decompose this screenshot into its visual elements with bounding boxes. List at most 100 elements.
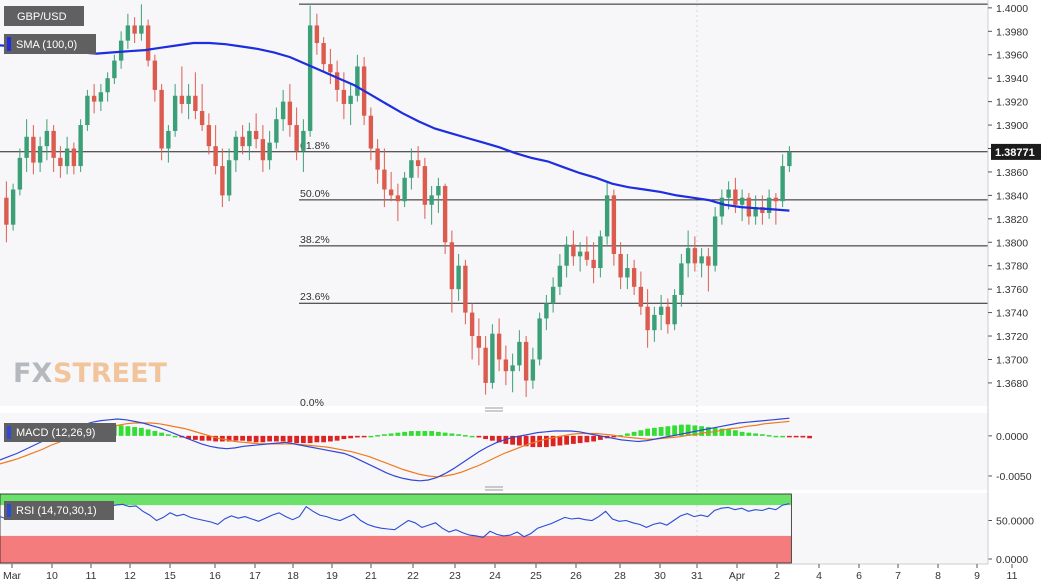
macd-bar — [226, 435, 232, 442]
candle — [550, 277, 556, 313]
macd-bar — [273, 435, 279, 442]
candle — [294, 107, 299, 161]
candles — [4, 4, 792, 397]
candle-body — [301, 130, 306, 151]
pane-splitter-1[interactable] — [485, 407, 503, 412]
candle — [598, 230, 603, 278]
candle — [672, 289, 677, 331]
candle — [611, 189, 617, 266]
candle — [10, 183, 16, 231]
x-tick-label: 8 — [935, 570, 941, 582]
rsi-tick-label: 0.0000 — [996, 554, 1028, 566]
current-price-tag: 1.38771 — [991, 143, 1041, 160]
candle-body — [436, 186, 441, 196]
candle-body — [429, 195, 434, 205]
candle-body — [172, 95, 178, 131]
macd-indicator: 0.0000 -0.0050 — [0, 417, 1032, 483]
candle — [422, 157, 428, 219]
macd-bar — [449, 433, 455, 436]
macd-bar — [773, 435, 779, 438]
candle — [125, 13, 131, 49]
candle — [544, 295, 549, 331]
candle-body — [382, 169, 387, 190]
candle-body — [692, 248, 698, 264]
macd-bar — [422, 431, 428, 436]
candle — [199, 84, 205, 131]
macd-bar — [577, 435, 583, 444]
pane-splitter-2[interactable] — [485, 486, 503, 491]
macd-tick-label: 0.0000 — [996, 431, 1028, 443]
rsi-oversold-zone — [0, 535, 792, 563]
candle — [625, 253, 630, 290]
macd-bar — [780, 435, 786, 438]
candle-body — [537, 318, 542, 360]
macd-bar — [172, 435, 178, 438]
symbol-label: GBP/USD — [17, 11, 67, 23]
candle — [679, 253, 684, 307]
candle — [658, 295, 664, 331]
x-tick-label: 2 — [774, 570, 780, 582]
candle — [348, 84, 353, 126]
price-tick-label: 1.3940 — [996, 73, 1028, 85]
rsi-tag[interactable]: RSI (14,70,30,1) — [4, 501, 114, 520]
price-tick-label: 1.3720 — [996, 331, 1028, 343]
fib-label-2: 38.2% — [300, 234, 330, 246]
candle-body — [233, 136, 239, 161]
candle — [321, 37, 326, 73]
candle — [280, 89, 286, 131]
macd-bar — [759, 434, 765, 436]
candle-body — [658, 306, 664, 315]
candle-body — [64, 148, 70, 167]
candle — [415, 146, 421, 178]
candle-body — [517, 341, 522, 366]
candle — [395, 183, 401, 222]
candle — [64, 136, 70, 175]
candle-body — [314, 25, 320, 44]
candle-body — [105, 78, 110, 93]
fib-label-0: 61.8% — [300, 140, 330, 152]
candle — [31, 125, 36, 175]
candle — [456, 253, 461, 301]
macd-bar — [678, 424, 684, 436]
macd-bar — [543, 435, 549, 448]
candle — [490, 324, 495, 389]
candle — [260, 125, 266, 172]
x-tick-label: 7 — [895, 570, 901, 582]
price-tick-label: 1.3780 — [996, 261, 1028, 273]
candle-body — [31, 136, 36, 163]
candle-body — [213, 146, 218, 167]
candle-body — [58, 157, 63, 167]
candle-body — [564, 244, 569, 266]
macd-bar — [368, 435, 374, 438]
macd-bar — [719, 428, 725, 436]
symbol-tag[interactable]: GBP/USD — [4, 6, 84, 26]
candle — [58, 146, 63, 178]
candle — [510, 353, 515, 393]
macd-bar — [361, 435, 367, 438]
sma-tag[interactable]: SMA (100,0) — [4, 34, 96, 54]
candle — [685, 230, 691, 278]
candle-body — [456, 265, 461, 290]
candle — [220, 148, 225, 208]
candle-body — [355, 66, 360, 96]
rsi-label: RSI (14,70,30,1) — [16, 505, 97, 517]
candle — [571, 230, 576, 266]
candle-body — [584, 251, 590, 260]
candle-body — [112, 60, 117, 79]
macd-bar — [132, 427, 138, 436]
candle — [787, 146, 792, 172]
sma-line — [0, 41, 790, 212]
candle-body — [321, 43, 326, 65]
candle — [517, 330, 522, 372]
candle-body — [631, 268, 637, 287]
macd-bar — [564, 435, 570, 445]
candle-body — [760, 207, 765, 213]
price-tick-label: 1.3740 — [996, 308, 1028, 320]
macd-bar — [699, 426, 705, 436]
candle — [645, 289, 650, 348]
candle — [652, 306, 657, 342]
macd-bar — [732, 430, 738, 436]
candle — [17, 148, 23, 196]
macd-tag[interactable]: MACD (12,26,9) — [4, 423, 116, 442]
